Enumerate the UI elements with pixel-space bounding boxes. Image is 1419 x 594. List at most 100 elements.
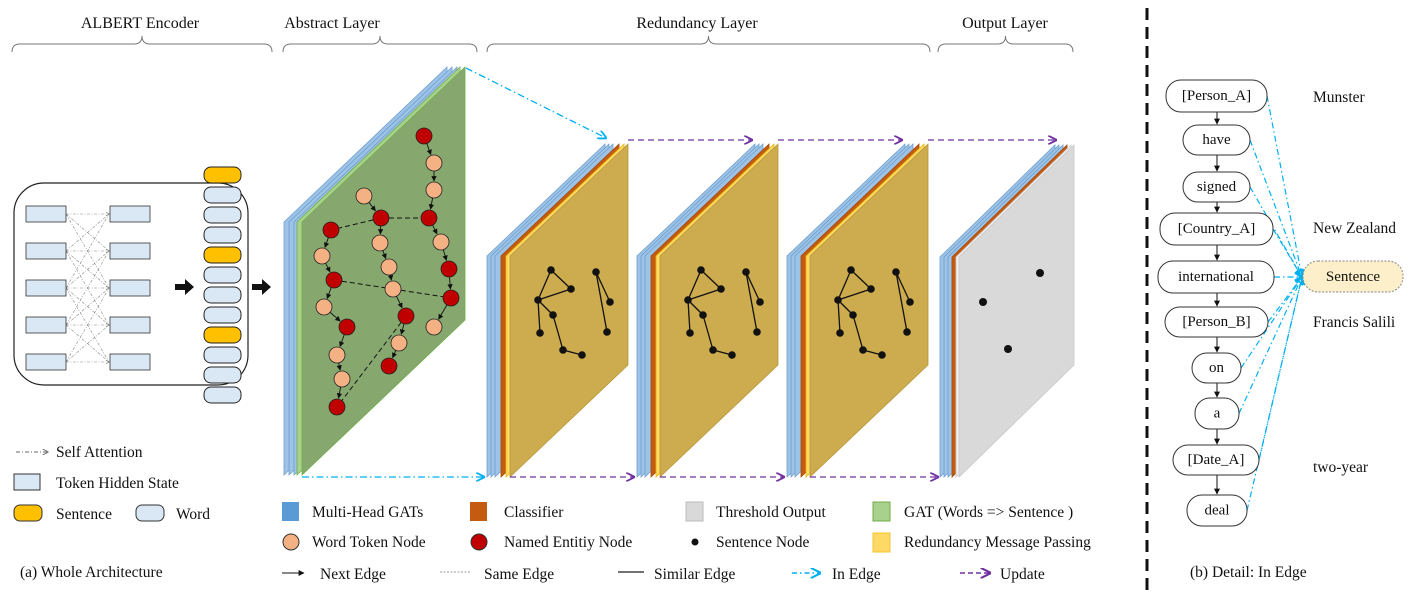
arrow-right-icon (175, 279, 194, 295)
token-hidden-states (25, 205, 151, 371)
next-edge (442, 249, 448, 261)
entity-label: Munster (1313, 89, 1366, 106)
encoder-legend: Self Attention Token Hidden State Senten… (13, 444, 210, 581)
word-node (1172, 444, 1260, 476)
similar-edge (702, 314, 714, 351)
sentence-node (847, 266, 855, 274)
legend-sentence: Sentence (56, 506, 112, 523)
sentence-node (709, 346, 717, 354)
legend-similar-edge: Similar Edge (654, 566, 735, 583)
in-edge (1266, 95, 1302, 277)
self-attention-edge (65, 250, 110, 326)
legend-multi-head: Multi-Head GATs (312, 504, 423, 521)
in-edge (1249, 186, 1302, 277)
next-edge (381, 250, 387, 260)
sentence-embedding (203, 246, 242, 264)
word-node-swatch (282, 533, 300, 551)
sentence-node (699, 311, 707, 319)
self-attention-edge (65, 287, 110, 326)
word-node-label: deal (1205, 503, 1230, 519)
similar-edge (687, 288, 722, 301)
next-edge (396, 296, 403, 309)
word-chain: [Person_A]have signed [Country_A] internati… (1157, 79, 1275, 527)
sentence-node (1036, 269, 1044, 277)
legend-next-edge: Next Edge (320, 566, 386, 583)
word-embedding (203, 286, 242, 304)
named-entity-node (415, 127, 433, 145)
similar-edge (895, 271, 911, 303)
word-node (1165, 79, 1268, 113)
in-edge-detail: [Person_A]have signed [Country_A] internati… (1157, 79, 1404, 581)
same-edge (392, 288, 452, 299)
sentence-word-sequence (203, 166, 242, 404)
legend-same-edge: Same Edge (484, 566, 554, 583)
word-token-node (333, 370, 351, 388)
section-title-abstract: Abstract Layer (284, 15, 380, 32)
sentence-node (906, 298, 914, 306)
sentence-node (859, 346, 867, 354)
word-node (1182, 171, 1251, 203)
similar-edge (550, 269, 572, 290)
legend-self-attention: Self Attention (56, 444, 143, 461)
word-token-node (371, 234, 389, 252)
token-hidden-state (109, 279, 151, 297)
sentence-node (603, 328, 611, 336)
next-edge (447, 276, 453, 290)
word-embedding (203, 386, 242, 404)
word-token-node (380, 258, 398, 276)
word-token-node (432, 233, 450, 251)
next-edge (428, 197, 435, 210)
section-title-output: Output Layer (962, 15, 1048, 32)
sentence-node (686, 329, 694, 337)
redundancy-face (509, 143, 629, 478)
brace (486, 35, 931, 53)
threshold-face (958, 144, 1075, 478)
named-entity-node (442, 289, 460, 307)
in-edge (1267, 277, 1302, 323)
token-hidden-state (25, 205, 67, 223)
brace (937, 35, 1074, 53)
legend-token-hidden-state: Token Hidden State (56, 475, 179, 492)
token-hidden-state (109, 242, 151, 260)
section-title-redundancy: Redundancy Layer (636, 15, 758, 32)
self-attention-edge (65, 324, 110, 363)
named-entity-node (325, 271, 343, 289)
word-token-node (425, 318, 443, 336)
sentence-node (549, 311, 557, 319)
next-edge (329, 311, 341, 322)
layer-flow-edges (302, 67, 1056, 477)
word-node (1191, 352, 1242, 384)
self-attention-edge (65, 287, 110, 363)
similar-edge (745, 271, 761, 303)
sentence-node (559, 346, 567, 354)
named-entity-node (380, 357, 398, 375)
word-embedding (203, 266, 242, 284)
legend-threshold: Threshold Output (716, 504, 826, 521)
word-token-node (384, 280, 402, 298)
word-embedding (203, 226, 242, 244)
token-hidden-state (25, 242, 67, 260)
word-node-label: signed (1197, 179, 1237, 195)
sentence-node (534, 296, 542, 304)
sentence-node (878, 351, 886, 359)
legend-redundancy-mp: Redundancy Message Passing (904, 534, 1091, 551)
abstract-layer (283, 66, 466, 476)
classifier-swatch (470, 502, 487, 521)
similar-edge (837, 269, 852, 301)
word-node-label: [Country_A] (1178, 221, 1256, 237)
similar-edge (595, 271, 611, 303)
next-edge (432, 224, 438, 235)
legend-word: Word (176, 506, 210, 523)
self-attention-edges (65, 213, 110, 363)
similar-edge (687, 269, 702, 301)
sentence-node (547, 266, 555, 274)
similar-edge (850, 269, 872, 290)
word-token-node (328, 346, 346, 364)
sentence-node (606, 298, 614, 306)
word-node (1182, 124, 1251, 156)
sentence-node (728, 351, 736, 359)
self-attention-edge (65, 213, 110, 289)
similar-edge (537, 288, 572, 301)
sentence-node (1302, 260, 1404, 293)
